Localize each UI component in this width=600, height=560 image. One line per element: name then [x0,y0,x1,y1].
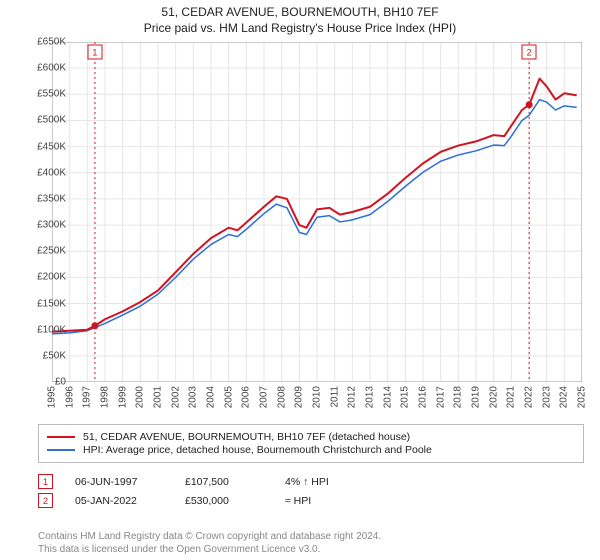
x-tick-label: 2004 [206,386,217,408]
x-tick-label: 2020 [488,386,499,408]
sales-row: 1 06-JUN-1997 £107,500 4% ↑ HPI [38,474,405,489]
sales-marker: 1 [38,474,53,489]
x-tick-label: 2019 [471,386,482,408]
x-tick-label: 2010 [312,386,323,408]
y-tick-label: £400K [18,167,66,178]
y-tick-label: £650K [18,37,66,48]
sales-table: 1 06-JUN-1997 £107,500 4% ↑ HPI 2 05-JAN… [38,470,405,512]
x-tick-label: 2015 [400,386,411,408]
x-tick-label: 2016 [418,386,429,408]
x-tick-label: 2008 [276,386,287,408]
y-tick-label: £250K [18,246,66,257]
x-tick-label: 2003 [188,386,199,408]
x-tick-label: 2001 [153,386,164,408]
y-tick-label: £200K [18,272,66,283]
x-tick-label: 2013 [365,386,376,408]
sales-row: 2 05-JAN-2022 £530,000 ≈ HPI [38,493,405,508]
x-tick-label: 1997 [82,386,93,408]
sales-price: £530,000 [185,495,285,507]
sales-marker: 2 [38,493,53,508]
y-tick-label: £150K [18,298,66,309]
x-tick-label: 2017 [435,386,446,408]
legend-label: 51, CEDAR AVENUE, BOURNEMOUTH, BH10 7EF … [83,431,410,443]
footer: Contains HM Land Registry data © Crown c… [38,531,568,556]
chart-title-line2: Price paid vs. HM Land Registry's House … [0,20,600,36]
x-tick-label: 1995 [47,386,58,408]
y-tick-label: £550K [18,89,66,100]
x-tick-label: 2000 [135,386,146,408]
chart-svg [52,42,582,382]
sale-marker-1: 1 [87,45,102,60]
sales-date: 06-JUN-1997 [75,476,185,488]
chart-plot-area [52,42,582,382]
sale-marker-2: 2 [522,45,537,60]
legend-swatch [47,449,75,451]
x-tick-label: 2022 [524,386,535,408]
x-tick-label: 2007 [259,386,270,408]
sales-date: 05-JAN-2022 [75,495,185,507]
legend-label: HPI: Average price, detached house, Bour… [83,444,432,456]
y-tick-label: £600K [18,63,66,74]
y-tick-label: £350K [18,193,66,204]
x-tick-label: 2012 [347,386,358,408]
y-tick-label: £0 [18,377,66,388]
x-tick-label: 1998 [100,386,111,408]
footer-line2: This data is licensed under the Open Gov… [38,544,568,557]
x-tick-label: 1999 [117,386,128,408]
y-tick-label: £500K [18,115,66,126]
legend-item: 51, CEDAR AVENUE, BOURNEMOUTH, BH10 7EF … [47,431,575,443]
x-tick-label: 2018 [453,386,464,408]
x-tick-label: 2009 [294,386,305,408]
legend: 51, CEDAR AVENUE, BOURNEMOUTH, BH10 7EF … [38,424,584,463]
x-tick-label: 2011 [329,386,340,408]
x-tick-label: 2023 [541,386,552,408]
sales-diff: ≈ HPI [285,495,405,507]
x-tick-label: 2002 [170,386,181,408]
y-tick-label: £50K [18,350,66,361]
x-tick-label: 2024 [559,386,570,408]
sales-price: £107,500 [185,476,285,488]
y-tick-label: £450K [18,141,66,152]
y-tick-label: £100K [18,324,66,335]
x-tick-label: 2021 [506,386,517,408]
legend-swatch [47,436,75,438]
sales-diff: 4% ↑ HPI [285,476,405,488]
x-tick-label: 2005 [223,386,234,408]
x-tick-label: 2006 [241,386,252,408]
x-tick-label: 1996 [64,386,75,408]
x-tick-label: 2014 [382,386,393,408]
legend-item: HPI: Average price, detached house, Bour… [47,444,575,456]
x-tick-label: 2025 [577,386,588,408]
chart-title-line1: 51, CEDAR AVENUE, BOURNEMOUTH, BH10 7EF [0,4,600,20]
y-tick-label: £300K [18,220,66,231]
footer-line1: Contains HM Land Registry data © Crown c… [38,531,568,544]
